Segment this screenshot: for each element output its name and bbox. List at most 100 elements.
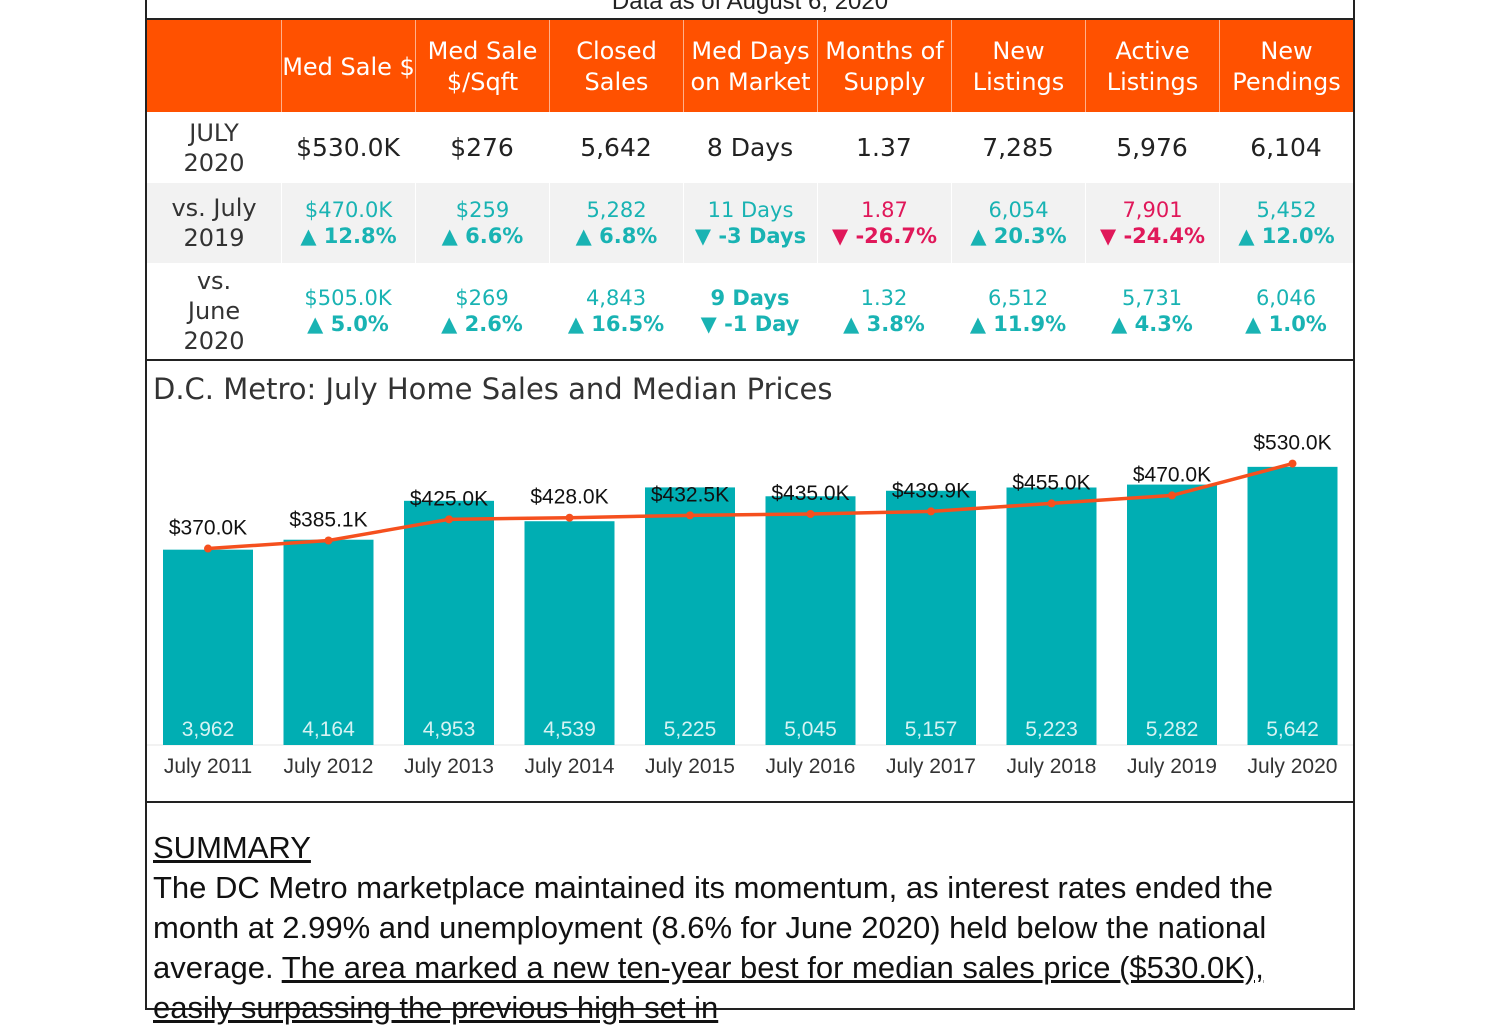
table-cell: 11 Days ▼ -3 Days [683,183,817,263]
x-tick-label: July 2019 [1127,755,1217,778]
price-label: $432.5K [651,483,729,506]
summary-highlight: The area marked a new ten-year best for … [153,950,1264,1025]
x-tick-label: July 2017 [886,755,976,778]
x-tick-label: July 2013 [404,755,494,778]
table-cell: 6,046 ▲ 1.0% [1219,263,1353,359]
column-header: Active Listings [1085,20,1219,114]
change-value: ▲ 2.6% [441,312,523,336]
price-point [1168,491,1176,500]
bar-value-label: 5,642 [1266,718,1319,741]
bar-value-label: 4,953 [423,718,476,741]
bar-value-label: 5,045 [784,718,837,741]
column-header: New Listings [951,20,1085,114]
table-cell: 5,282 ▲ 6.8% [549,183,683,263]
change-value: ▲ 5.0% [307,312,389,336]
table-cell: $530.0K [296,133,400,162]
change-value: ▼ -24.4% [1099,224,1206,248]
table-cell: $259 ▲ 6.6% [415,183,549,263]
change-value: ▲ 12.8% [300,224,397,248]
summary-heading: SUMMARY [153,830,311,865]
column-header: Months of Supply [817,20,951,114]
table-cell: 5,976 [1116,133,1188,162]
x-tick-label: July 2011 [164,755,252,778]
table-cell: $269 ▲ 2.6% [415,263,549,359]
price-label: $470.0K [1133,463,1211,486]
compare-value: 6,054 [988,198,1049,222]
change-value: ▼ -1 Day [700,312,800,336]
compare-value: 11 Days [707,198,794,222]
change-value: ▲ 20.3% [970,224,1067,248]
table-row-current: JULY 2020 $530.0K $276 5,642 8 Days 1.37 7,285… [147,112,1353,183]
table-header: Med Sale $ Med Sale $/Sqft Closed Sales Med… [147,18,1353,114]
x-tick-label: July 2016 [766,755,856,778]
table-cell: 6,512 ▲ 11.9% [951,263,1085,359]
table-cell: 6,104 [1250,133,1322,162]
change-value: ▲ 6.6% [441,224,524,248]
bar-value-label: 5,157 [905,718,958,741]
price-label: $455.0K [1012,471,1090,494]
compare-value: 5,282 [586,198,647,222]
compare-value: $269 [455,286,509,310]
bar [404,500,494,745]
price-point [1047,499,1056,508]
change-value: ▲ 4.3% [1111,312,1193,336]
compare-value: 5,731 [1121,286,1183,310]
bar [1247,466,1338,745]
column-header: Med Days on Market [683,20,817,114]
summary-text: The DC Metro marketplace maintained its … [153,870,1273,985]
compare-value: $505.0K [304,286,392,310]
price-point [204,544,212,553]
table-cell: $505.0K ▲ 5.0% [281,263,415,359]
compare-value: 9 Days [710,286,790,310]
compare-value: 4,843 [585,286,647,310]
price-label: $435.0K [771,482,849,505]
price-label: $530.0K [1253,432,1331,455]
price-label: $425.0K [410,487,488,510]
bar-value-label: 5,225 [664,718,717,741]
sales-price-chart: 3,962 July 2011 4,164 July 2012 4,953 July 20… [147,432,1353,778]
compare-value: 7,901 [1122,198,1183,222]
table-cell: $470.0K ▲ 12.8% [281,183,415,263]
table-cell: 5,452 ▲ 12.0% [1219,183,1353,263]
price-label: $428.0K [530,486,608,509]
bar [645,487,735,745]
table-cell: 1.32 ▲ 3.8% [817,263,951,359]
bar [765,496,856,745]
row-label: JULY 2020 [183,118,245,177]
table-row-vs-last-month: vs. June 2020 $505.0K ▲ 5.0% $269 ▲ 2.6% 4,84… [147,263,1353,361]
price-line [207,461,1293,551]
column-header: Closed Sales [549,20,683,114]
change-value: ▲ 6.8% [575,224,658,248]
x-tick-label: July 2015 [645,755,735,778]
bar [524,521,615,745]
table-cell: 7,285 [982,133,1054,162]
column-header: Med Sale $ [281,20,415,114]
bar [886,490,976,745]
price-point [806,510,815,519]
compare-value: 6,512 [987,286,1049,310]
price-label: $385.1K [289,509,367,532]
x-tick-label: July 2014 [525,755,615,778]
change-value: ▲ 16.5% [567,312,665,336]
price-point [445,515,453,524]
table-row-vs-last-year: vs. July 2019 $470.0K ▲ 12.8% $259 ▲ 6.6% 5,2… [147,183,1353,263]
table-cell: 7,901 ▼ -24.4% [1085,183,1219,263]
column-header: New Pendings [1219,20,1353,114]
bar-value-label: 4,539 [543,718,596,741]
table-cell: 5,731 ▲ 4.3% [1085,263,1219,359]
table-cell: 6,054 ▲ 20.3% [951,183,1085,263]
change-value: ▲ 11.9% [969,312,1067,336]
table-cell: 9 Days ▼ -1 Day [683,263,817,359]
bar [1127,484,1217,745]
price-point [1288,459,1297,468]
compare-value: 6,046 [1255,286,1317,310]
compare-value: $470.0K [304,198,393,222]
table-cell: $276 [450,133,514,162]
x-tick-label: July 2020 [1248,755,1338,778]
price-point [686,511,694,520]
compare-value: 5,452 [1256,198,1317,222]
table-cell: 1.87 ▼ -26.7% [817,183,951,263]
x-tick-label: July 2012 [284,755,374,778]
bar [283,539,374,745]
change-value: ▲ 3.8% [843,312,925,336]
